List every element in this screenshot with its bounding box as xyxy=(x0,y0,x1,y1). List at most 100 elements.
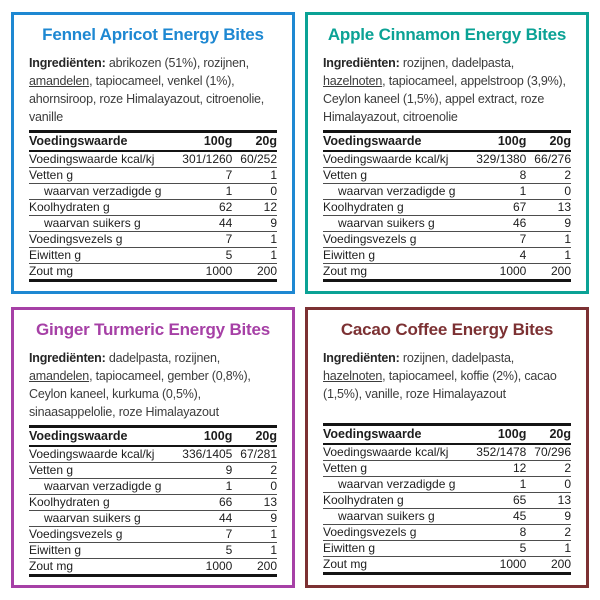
nutrition-row-sugars: waarvan suikers g 46 9 xyxy=(323,215,571,232)
card-title: Cacao Coffee Energy Bites xyxy=(340,319,554,339)
row-value-100g: 5 xyxy=(170,542,233,559)
nutrition-table: Voedingswaarde 100g 20g Voedingswaarde k… xyxy=(29,424,277,577)
row-value-100g: 4 xyxy=(464,247,527,264)
row-value-20g: 1 xyxy=(526,231,571,248)
nutrition-header-row: Voedingswaarde 100g 20g xyxy=(29,131,277,152)
row-label: waarvan suikers g xyxy=(323,215,465,232)
card-title: Fennel Apricot Energy Bites xyxy=(42,25,264,44)
nutrition-row-carbs: Koolhydraten g 66 13 xyxy=(29,494,277,511)
product-card-apple-cinnamon: Apple Cinnamon Energy Bites Ingrediënten… xyxy=(305,12,589,294)
ingredients-label: Ingrediënten: xyxy=(29,350,106,365)
row-value-100g: 8 xyxy=(464,167,527,184)
ingredients-allergen: hazelnoten xyxy=(323,74,383,88)
row-value-20g: 1 xyxy=(526,247,571,264)
row-label: Voedingswaarde kcal/kj xyxy=(323,443,465,461)
row-label: Eiwitten g xyxy=(323,540,465,557)
row-label: Zout mg xyxy=(29,264,74,278)
row-value-100g: 1000 xyxy=(205,264,233,278)
header-20g: 20g xyxy=(232,131,277,152)
row-value-100g: 45 xyxy=(464,508,527,525)
ingredients-text-pre: rozijnen, dadelpasta, xyxy=(399,350,515,365)
nutrition-row-saturated-fat: waarvan verzadigde g 1 0 xyxy=(29,478,277,495)
nutrition-header-row: Voedingswaarde 100g 20g xyxy=(323,131,571,152)
nutrition-row-fat: Vetten g 9 2 xyxy=(29,462,277,479)
ingredients-text-post: , tapiocameel, gember (0,8%), Ceylon kan… xyxy=(29,368,251,419)
nutrition-header-row: Voedingswaarde 100g 20g xyxy=(29,426,277,447)
row-label: Voedingsvezels g xyxy=(323,231,465,248)
header-100g: 100g xyxy=(170,426,233,447)
nutrition-row-salt: Zout mg 1000 200 xyxy=(29,558,277,575)
row-value-100g: 66 xyxy=(170,494,233,511)
nutrition-row-fiber: Voedingsvezels g 7 1 xyxy=(323,231,571,248)
row-label: waarvan verzadigde g xyxy=(29,478,171,495)
row-value-100g: 5 xyxy=(170,247,233,264)
row-value-20g: 1 xyxy=(232,167,277,184)
row-label: Vetten g xyxy=(323,460,465,477)
row-value-100g: 1 xyxy=(464,183,527,200)
product-card-fennel-apricot: Fennel Apricot Energy Bites Ingrediënten… xyxy=(11,12,295,294)
row-value-100g: 1000 xyxy=(499,556,527,571)
row-value-100g: 46 xyxy=(464,215,527,232)
row-value-20g: 70/296 xyxy=(526,443,571,461)
nutrition-row-carbs: Koolhydraten g 67 13 xyxy=(323,199,571,216)
ingredients-label: Ingrediënten: xyxy=(323,350,400,365)
row-value-100g: 7 xyxy=(170,526,233,543)
ingredients-text-pre: abrikozen (51%), rozijnen, xyxy=(105,56,249,70)
row-label: Koolhydraten g xyxy=(323,199,465,216)
ingredients-text-post: , tapiocameel, appelstroop (3,9%), Ceylo… xyxy=(323,74,566,124)
nutrition-row-fat: Vetten g 12 2 xyxy=(323,460,571,477)
row-value-100g: 329/1380 xyxy=(464,151,527,168)
nutrition-table: Voedingswaarde 100g 20g Voedingswaarde k… xyxy=(29,130,277,282)
row-label: Eiwitten g xyxy=(29,247,171,264)
ingredients-paragraph: Ingrediënten: rozijnen, dadelpasta, haze… xyxy=(323,349,571,419)
row-value-20g: 13 xyxy=(526,199,571,216)
product-card-cacao-coffee: Cacao Coffee Energy Bites Ingrediënten: … xyxy=(305,306,589,588)
nutrition-row-energy: Voedingswaarde kcal/kj 336/1405 67/281 xyxy=(29,445,277,463)
row-label: Vetten g xyxy=(29,167,171,184)
row-label: Eiwitten g xyxy=(323,247,465,264)
nutrition-row-sugars: waarvan suikers g 45 9 xyxy=(323,508,571,525)
row-value-100g: 1 xyxy=(170,183,233,200)
row-value-20g: 67/281 xyxy=(232,445,277,463)
row-value-20g: 1 xyxy=(232,231,277,248)
ingredients-allergen: amandelen xyxy=(29,368,90,383)
row-value-20g: 200 xyxy=(256,264,277,278)
row-value-100g: 7 xyxy=(464,231,527,248)
row-label: Koolhydraten g xyxy=(29,199,171,216)
nutrition-row-energy: Voedingswaarde kcal/kj 301/1260 60/252 xyxy=(29,151,277,168)
card-title: Ginger Turmeric Energy Bites xyxy=(35,319,271,339)
nutrition-row-carbs: Koolhydraten g 65 13 xyxy=(323,492,571,509)
row-label: waarvan suikers g xyxy=(323,508,465,525)
row-value-100g: 352/1478 xyxy=(464,443,527,461)
row-label: Vetten g xyxy=(29,462,171,479)
row-value-100g: 7 xyxy=(170,167,233,184)
row-value-20g: 2 xyxy=(232,462,277,479)
nutrition-row-saturated-fat: waarvan verzadigde g 1 0 xyxy=(323,183,571,200)
row-value-20g: 1 xyxy=(232,542,277,559)
row-label: waarvan suikers g xyxy=(29,510,171,527)
ingredients-allergen: hazelnoten xyxy=(323,368,383,383)
row-value-20g: 9 xyxy=(232,215,277,232)
header-20g: 20g xyxy=(526,131,571,152)
row-value-20g: 12 xyxy=(232,199,277,216)
row-label: Voedingswaarde kcal/kj xyxy=(29,445,171,463)
row-label: waarvan verzadigde g xyxy=(323,183,465,200)
nutrition-table: Voedingswaarde 100g 20g Voedingswaarde k… xyxy=(323,422,571,575)
row-label: waarvan verzadigde g xyxy=(323,476,465,493)
ingredients-text-pre: dadelpasta, rozijnen, xyxy=(105,350,221,365)
row-label: Voedingswaarde kcal/kj xyxy=(323,151,465,168)
row-value-20g: 9 xyxy=(526,508,571,525)
nutrition-row-protein: Eiwitten g 4 1 xyxy=(323,247,571,264)
row-value-100g: 336/1405 xyxy=(170,445,233,463)
row-value-100g: 62 xyxy=(170,199,233,216)
row-label: Eiwitten g xyxy=(29,542,171,559)
nutrition-row-fat: Vetten g 8 2 xyxy=(323,167,571,184)
nutrition-row-saturated-fat: waarvan verzadigde g 1 0 xyxy=(29,183,277,200)
row-value-100g: 5 xyxy=(464,540,527,557)
row-label: waarvan verzadigde g xyxy=(29,183,171,200)
row-label: waarvan suikers g xyxy=(29,215,171,232)
row-value-100g: 1 xyxy=(170,478,233,495)
nutrition-row-energy: Voedingswaarde kcal/kj 329/1380 66/276 xyxy=(323,151,571,168)
product-card-ginger-turmeric: Ginger Turmeric Energy Bites Ingrediënte… xyxy=(11,306,295,588)
